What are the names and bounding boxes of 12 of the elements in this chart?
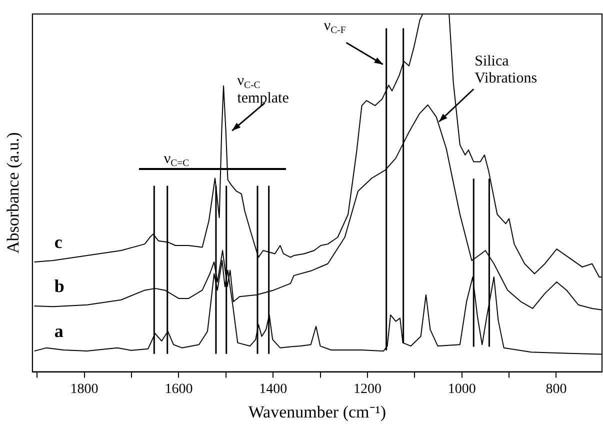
x-tick-label: 1200 bbox=[353, 382, 382, 397]
x-tick-label: 1800 bbox=[70, 382, 98, 397]
y-axis-title: Absorbance (a.u.) bbox=[4, 132, 23, 254]
x-tick-label: 1400 bbox=[259, 382, 288, 397]
annotation: Silica Vibrations bbox=[474, 53, 538, 87]
x-tick-label: 1000 bbox=[448, 382, 476, 397]
series-label: c bbox=[54, 232, 62, 252]
x-tick-label: 800 bbox=[546, 382, 567, 397]
x-tick-label: 1600 bbox=[164, 382, 193, 397]
series-label: a bbox=[54, 321, 64, 342]
series-label: b bbox=[54, 276, 64, 296]
x-axis-title: Wavenumber (cm⁻¹) bbox=[248, 402, 386, 422]
